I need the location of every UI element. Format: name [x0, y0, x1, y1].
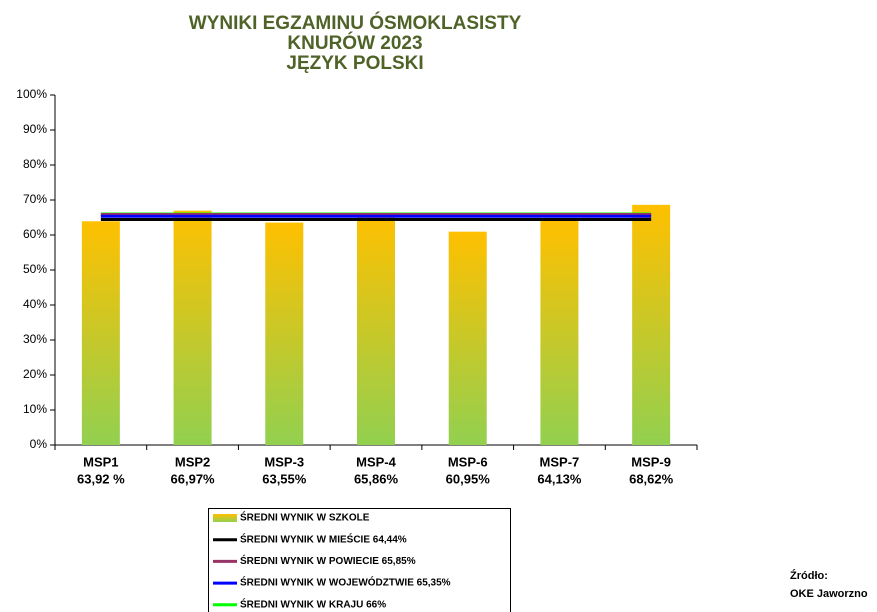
x-tick-label: MSP1 — [83, 454, 118, 469]
legend-swatch — [213, 514, 237, 522]
legend-box — [208, 508, 511, 612]
legend-label: ŚREDNI WYNIK W WOJEWÓDZTWIE 65,35% — [240, 576, 451, 589]
value-label: 66,97% — [171, 471, 216, 486]
chart-title: JĘZYK POLSKI — [286, 53, 423, 74]
value-label: 68,62% — [629, 471, 674, 486]
value-label: 64,13% — [537, 471, 582, 486]
source-note: Źródło: — [790, 569, 828, 582]
x-tick-label: MSP-9 — [631, 454, 671, 469]
value-label: 60,95% — [446, 471, 491, 486]
y-tick-label: 80% — [23, 157, 47, 171]
y-tick-label: 10% — [23, 402, 47, 416]
y-tick-label: 50% — [23, 262, 47, 276]
legend-label: ŚREDNI WYNIK W KRAJU 66% — [240, 597, 386, 610]
y-tick-label: 30% — [23, 332, 47, 346]
x-tick-label: MSP-7 — [540, 454, 580, 469]
x-tick-label: MSP-6 — [448, 454, 488, 469]
bar — [81, 221, 120, 445]
y-tick-label: 70% — [23, 192, 47, 206]
bar — [448, 231, 487, 445]
value-label: 63,55% — [262, 471, 307, 486]
value-label: 63,92 % — [77, 471, 125, 486]
bar — [632, 204, 671, 445]
bar — [357, 214, 395, 445]
y-tick-label: 20% — [23, 367, 47, 381]
y-tick-label: 60% — [23, 227, 47, 241]
source-note: OKE Jaworzno — [790, 588, 868, 600]
bar — [540, 220, 579, 445]
x-tick-label: MSP2 — [175, 454, 210, 469]
y-tick-label: 100% — [16, 87, 47, 101]
x-tick-label: MSP-3 — [264, 454, 304, 469]
legend-label: ŚREDNI WYNIK W MIEŚCIE 64,44% — [240, 532, 407, 545]
chart-title: KNURÓW 2023 — [287, 32, 422, 54]
x-tick-label: MSP-4 — [356, 454, 397, 469]
bar — [265, 222, 304, 445]
legend-label: ŚREDNI WYNIK W SZKOLE — [240, 511, 370, 524]
y-tick-label: 0% — [30, 437, 48, 451]
chart-title: WYNIKI EGZAMINU ÓSMOKLASISTY — [189, 12, 522, 34]
y-tick-label: 40% — [23, 297, 47, 311]
legend-label: ŚREDNI WYNIK W POWIECIE 65,85% — [240, 554, 416, 567]
y-tick-label: 90% — [23, 122, 47, 136]
bar — [173, 210, 212, 445]
value-label: 65,86% — [354, 471, 399, 486]
